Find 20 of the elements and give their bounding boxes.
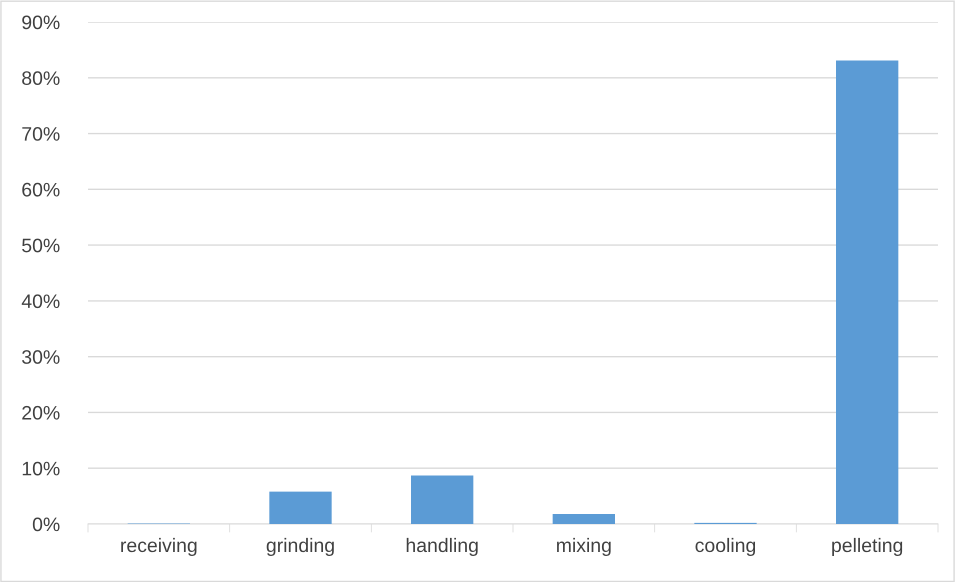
y-tick-label: 70% xyxy=(22,127,60,141)
y-tick-label: 40% xyxy=(22,294,60,308)
y-tick-label: 60% xyxy=(22,182,60,197)
x-tick-label: cooling xyxy=(696,538,756,556)
x-tick-label: grinding xyxy=(266,538,334,556)
y-tick-label: 80% xyxy=(22,71,60,86)
bar xyxy=(836,60,898,524)
y-tick-label: 90% xyxy=(22,15,60,30)
y-tick-label: 10% xyxy=(22,462,60,476)
y-tick-label: 50% xyxy=(22,238,60,252)
y-tick-label: 20% xyxy=(22,406,60,420)
x-tick-label: mixing xyxy=(557,538,611,556)
x-tick-label: handling xyxy=(406,538,478,556)
x-tick-label: pelleting xyxy=(832,538,902,556)
x-tick-label: receiving xyxy=(121,538,196,556)
y-tick-label: 30% xyxy=(22,350,60,364)
bar xyxy=(269,492,332,524)
y-tick-label: 0% xyxy=(32,517,60,532)
bar xyxy=(411,475,474,524)
bar xyxy=(552,514,615,524)
